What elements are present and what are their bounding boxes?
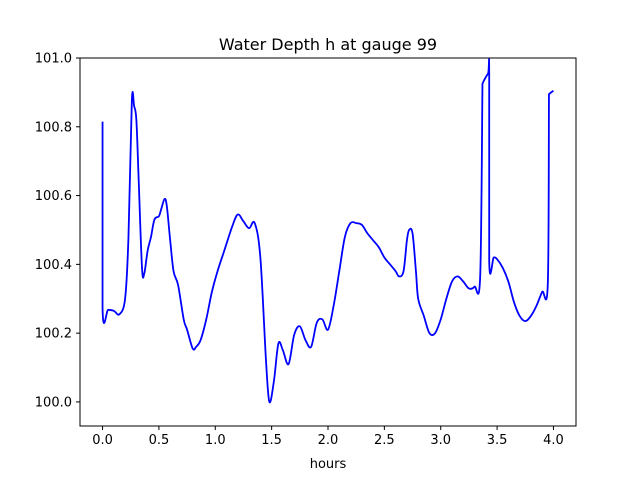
x-tick-label: 3.5: [487, 433, 508, 448]
y-tick-label: 101.0: [35, 52, 72, 67]
y-tick-label: 100.6: [35, 189, 72, 204]
series-layer: [101, 58, 555, 404]
x-axis-label: hours: [310, 457, 347, 472]
chart-title: Water Depth h at gauge 99: [219, 35, 437, 54]
water-depth-series-line: [101, 58, 555, 404]
y-tick-label: 100.4: [35, 258, 72, 273]
y-tick-label: 100.8: [35, 120, 72, 135]
x-tick-label: 3.0: [430, 433, 451, 448]
x-tick-label: 4.0: [543, 433, 564, 448]
axis-ticks: 0.0 0.5 1.0 1.5 2.0 2.5 3.0 3.5 4.0 100.0 100.2 100…: [35, 52, 564, 449]
x-tick-label: 0.5: [149, 433, 170, 448]
x-tick-label: 2.5: [374, 433, 395, 448]
x-tick-label: 1.5: [261, 433, 282, 448]
y-tick-label: 100.0: [35, 395, 72, 410]
plot-frame: [79, 57, 577, 427]
x-tick-label: 2.0: [318, 433, 339, 448]
y-tick-label: 100.2: [35, 327, 72, 342]
x-tick-label: 0.0: [92, 433, 113, 448]
x-tick-label: 1.0: [205, 433, 226, 448]
